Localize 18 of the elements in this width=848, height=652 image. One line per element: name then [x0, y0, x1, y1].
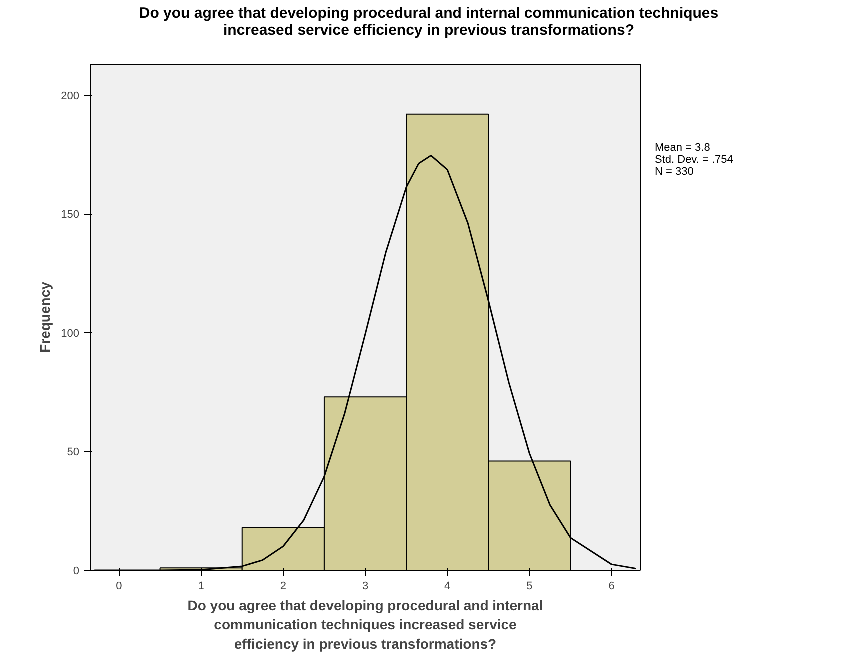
y-axis-title: Frequency	[37, 282, 54, 353]
y-tick-label: 150	[61, 209, 80, 222]
y-tick-label: 0	[73, 566, 80, 578]
y-tick-label: 100	[61, 328, 80, 340]
text: N = 330	[655, 166, 695, 178]
x-axis-title: Do you agree that developing procedural and internal communication techniques increased service efficiency in previous transformations?	[188, 598, 544, 652]
text: Std. Dev. = .754	[655, 154, 734, 166]
x-tick-label: 2	[280, 580, 286, 592]
y-tick-label: 50	[67, 446, 80, 459]
x-tick-label: 1	[198, 580, 204, 592]
y-tick-label: 200	[61, 90, 80, 102]
x-tick-label: 0	[116, 580, 122, 592]
x-tick-label: 6	[608, 580, 615, 592]
chart-title: Do you agree that developing procedural and internal communication techniques increased service efficiency in previous transformations?	[139, 5, 719, 39]
text: Mean = 3.8	[655, 142, 712, 154]
x-tick-label: 4	[444, 580, 451, 592]
x-tick-label: 5	[526, 580, 533, 592]
x-tick-label: 3	[362, 580, 369, 592]
